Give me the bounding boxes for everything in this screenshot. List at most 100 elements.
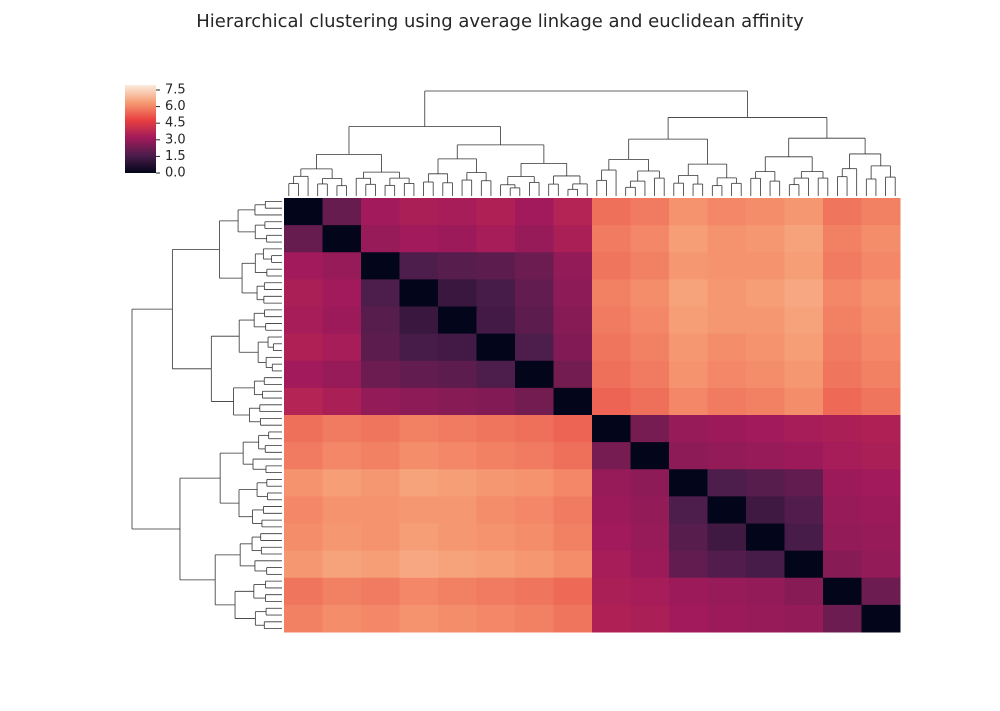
heatmap-cell (515, 604, 554, 633)
heatmap-cell (861, 604, 901, 633)
heatmap-cell (707, 442, 747, 470)
heatmap-cell (322, 604, 362, 633)
heatmap-cell (746, 360, 785, 389)
heatmap-cell (630, 360, 670, 389)
heatmap-cell (746, 225, 785, 253)
heatmap-cell (823, 279, 862, 307)
heatmap-cell (361, 442, 400, 470)
heatmap-cell (399, 415, 439, 443)
heatmap-cell (438, 469, 477, 497)
heatmap-cell (707, 360, 747, 389)
heatmap-cell (592, 442, 631, 470)
heatmap-cell (322, 469, 362, 497)
heatmap-cell (284, 496, 323, 524)
heatmap-cell (438, 333, 477, 362)
heatmap-cell (823, 496, 862, 524)
heatmap-cell (438, 577, 477, 606)
heatmap-cell (284, 387, 323, 416)
heatmap-cell (515, 225, 554, 253)
heatmap-cell (630, 469, 670, 497)
heatmap-cell (746, 387, 785, 416)
heatmap-cell (707, 496, 747, 524)
colorbar-tick-label: 6.0 (165, 99, 186, 114)
heatmap-cell (553, 360, 593, 389)
heatmap-cell (861, 550, 901, 579)
heatmap-cell (476, 469, 516, 497)
heatmap-cell (784, 550, 824, 579)
heatmap-cell (823, 306, 862, 335)
heatmap-cell (438, 360, 477, 389)
heatmap-cell (592, 469, 631, 497)
heatmap-cell (861, 415, 901, 443)
heatmap-cell (399, 252, 439, 280)
heatmap-cell (553, 442, 593, 470)
heatmap-cell (399, 306, 439, 335)
heatmap-cell (592, 198, 631, 226)
heatmap-cell (861, 387, 901, 416)
heatmap-cell (861, 523, 901, 552)
heatmap-cell (476, 577, 516, 606)
heatmap-cell (630, 333, 670, 362)
heatmap-cell (592, 387, 631, 416)
heatmap-cell (669, 523, 708, 552)
heatmap-cell (784, 577, 824, 606)
heatmap-cell (553, 496, 593, 524)
colorbar (125, 85, 156, 173)
heatmap-cell (361, 360, 400, 389)
heatmap-cell (630, 577, 670, 606)
heatmap-cell (515, 469, 554, 497)
colorbar-tick-label: 4.5 (165, 116, 186, 131)
heatmap-cell (592, 306, 631, 335)
heatmap-cell (399, 496, 439, 524)
heatmap-cell (746, 198, 785, 226)
heatmap-cell (515, 306, 554, 335)
heatmap-cell (592, 577, 631, 606)
heatmap-cell (476, 225, 516, 253)
heatmap-cell (438, 306, 477, 335)
heatmap-cell (707, 279, 747, 307)
heatmap-cell (361, 279, 400, 307)
heatmap-cell (707, 604, 747, 633)
heatmap-cell (515, 442, 554, 470)
heatmap-cell (553, 387, 593, 416)
heatmap-cell (861, 198, 901, 226)
heatmap-cell (438, 252, 477, 280)
heatmap-cell (823, 442, 862, 470)
colorbar-tick-label: 0.0 (165, 166, 186, 181)
heatmap-cell (592, 604, 631, 633)
heatmap-cell (515, 198, 554, 226)
heatmap-cell (707, 550, 747, 579)
heatmap-cell (707, 577, 747, 606)
heatmap-cell (823, 577, 862, 606)
heatmap-cell (322, 442, 362, 470)
heatmap-cell (322, 577, 362, 606)
heatmap-cell (823, 550, 862, 579)
heatmap-cell (669, 442, 708, 470)
colorbar-tick-label: 1.5 (165, 149, 186, 164)
heatmap-cell (476, 604, 516, 633)
heatmap-cell (630, 225, 670, 253)
heatmap-cell (707, 333, 747, 362)
heatmap-cell (553, 577, 593, 606)
heatmap-cell (784, 333, 824, 362)
heatmap-cell (361, 550, 400, 579)
heatmap-cell (746, 469, 785, 497)
heatmap-cell (746, 415, 785, 443)
heatmap-cell (515, 387, 554, 416)
heatmap-cell (592, 550, 631, 579)
heatmap-cell (361, 604, 400, 633)
heatmap-cell (515, 360, 554, 389)
heatmap-cell (322, 333, 362, 362)
heatmap-cell (284, 252, 323, 280)
heatmap-cell (630, 550, 670, 579)
heatmap-cell (592, 225, 631, 253)
heatmap-cell (669, 469, 708, 497)
heatmap-cell (746, 577, 785, 606)
heatmap-cell (476, 442, 516, 470)
heatmap-cell (630, 523, 670, 552)
heatmap-cell (823, 360, 862, 389)
heatmap-cell (284, 198, 323, 226)
heatmap-cell (707, 469, 747, 497)
heatmap-cell (707, 415, 747, 443)
heatmap-cell (823, 604, 862, 633)
